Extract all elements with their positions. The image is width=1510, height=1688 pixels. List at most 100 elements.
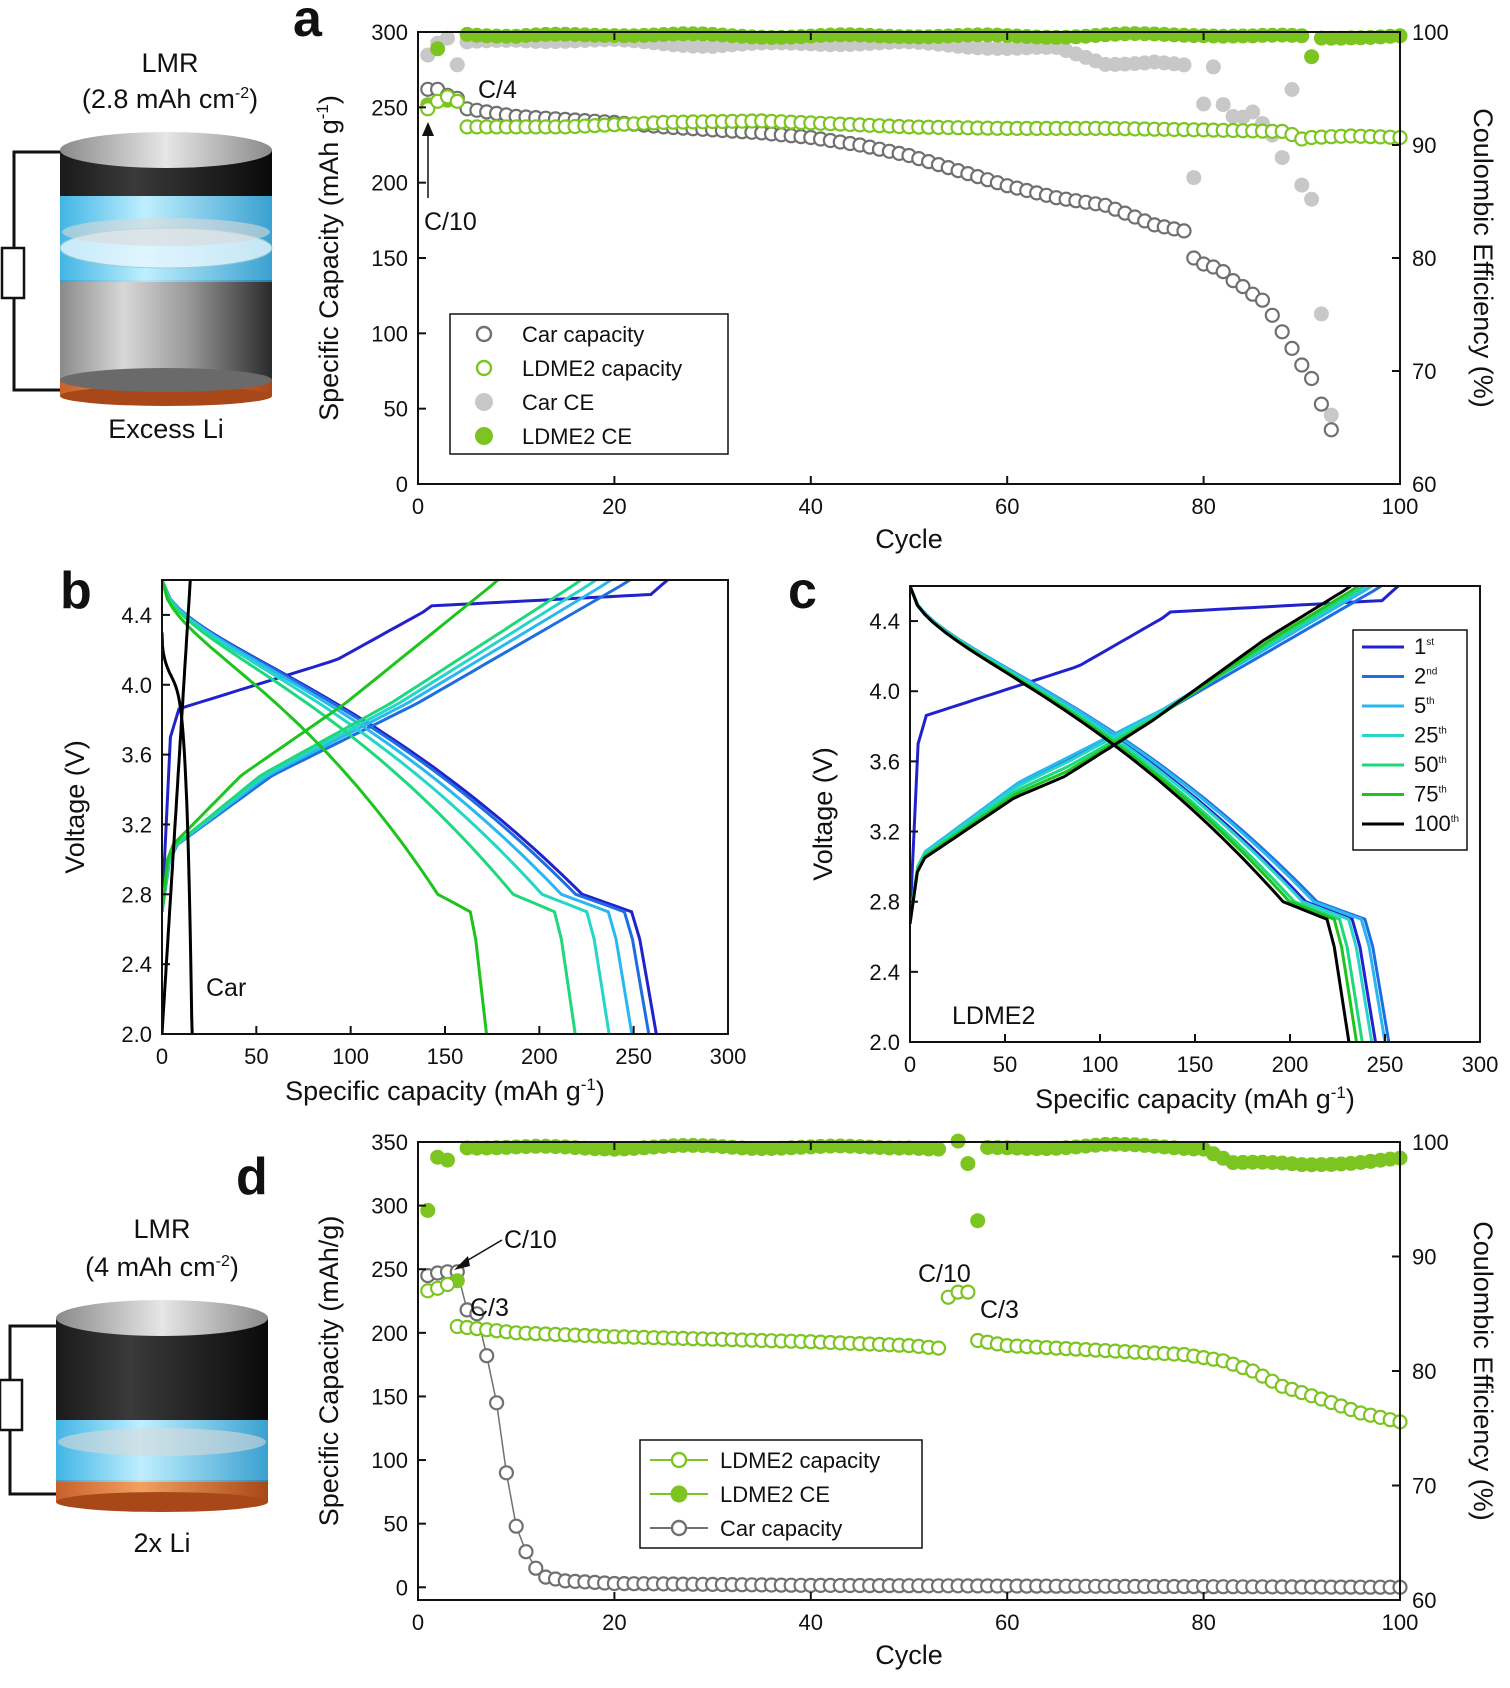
y2-tick-label: 90 [1412, 133, 1436, 158]
y-tick-label: 3.6 [869, 749, 900, 774]
legend-entry: 100th [1414, 811, 1459, 836]
separator-bottom [58, 1428, 266, 1456]
x-axis-label: Cycle [875, 1640, 943, 1670]
charge-curve [162, 580, 631, 913]
y2-tick-label: 70 [1412, 1474, 1436, 1499]
cell-schematic-top: LMR (2.8 mAh cm-2) Excess Li [0, 48, 273, 444]
arrow-head [422, 122, 434, 136]
legend-entry: Car CE [522, 390, 594, 415]
data-point [931, 1141, 946, 1157]
data-point [1235, 279, 1251, 295]
legend-entry: 5th [1414, 693, 1435, 718]
legend-a: Car capacity LDME2 capacity Car CE LDME2 CE [449, 313, 729, 455]
series-car-capacity [420, 1264, 1408, 1595]
data-point [1215, 97, 1231, 113]
chart-a-cycling-excess-li: 0 20 40 60 80 100 0 50 100 150 200 250 300 60 70 80 90 10… [313, 20, 1498, 554]
x-tick-label: 150 [427, 1044, 464, 1069]
y-tick-label: 0 [396, 472, 408, 497]
x-tick-label: 200 [1272, 1052, 1309, 1077]
y-tick-label: 350 [371, 1130, 408, 1155]
legend-entry: LDME2 CE [720, 1482, 830, 1507]
y-axis-label: Voltage (V) [60, 740, 90, 874]
legend-entry: LDME2 capacity [720, 1448, 880, 1473]
chart-b-voltage-profile-car: 0 50 100 150 200 250 300 2.0 2.4 2.8 3.2 3.6 4.0 4.4 S… [60, 579, 747, 1106]
y-tick-label: 3.2 [869, 820, 900, 845]
legend-marker [475, 427, 493, 445]
y-tick-label: 150 [371, 1384, 408, 1409]
data-point [440, 30, 455, 46]
y-tick-label: 3.6 [121, 743, 152, 768]
x-tick-label: 250 [1367, 1052, 1404, 1077]
data-point [1264, 307, 1280, 323]
annotation-c10-second: C/10 [918, 1260, 971, 1288]
legend-box [449, 313, 729, 455]
series-ldme2-ce [420, 1133, 1408, 1289]
legend-marker [475, 393, 493, 411]
data-point [1274, 150, 1290, 166]
charge-curve [910, 586, 1365, 922]
legend-entry: 25th [1414, 723, 1447, 748]
y-tick-label: 100 [371, 1448, 408, 1473]
charge-curve [910, 586, 1352, 925]
y-tick-label: 200 [371, 171, 408, 196]
legend-marker [475, 325, 493, 343]
legend-marker [670, 1519, 688, 1537]
x-tick-label: 20 [602, 1610, 626, 1635]
charge-curve [910, 586, 1400, 920]
y-tick-label: 150 [371, 246, 408, 271]
cell-bottom-loading: (4 mAh cm-2) [85, 1252, 239, 1282]
data-point [1304, 191, 1320, 207]
series-ldme2-capacity [420, 1276, 1408, 1430]
x-tick-label: 100 [1382, 494, 1419, 519]
data-point [1323, 422, 1339, 438]
panel-letter-d: d [236, 1148, 268, 1206]
annotation-c3-first: C/3 [470, 1294, 509, 1322]
y-tick-label: 4.0 [121, 673, 152, 698]
discharge-curve [162, 632, 194, 1034]
data-point [498, 1465, 514, 1481]
x-tick-label: 0 [412, 1610, 424, 1635]
charge-curve [162, 580, 192, 1034]
data-point [1196, 96, 1212, 112]
discharge-curve [162, 580, 488, 1034]
data-point [1313, 396, 1330, 412]
y2-tick-label: 100 [1412, 1130, 1449, 1155]
x-tick-label: 80 [1191, 494, 1215, 519]
series-car-ce [420, 30, 1339, 423]
x-tick-label: 60 [995, 1610, 1019, 1635]
data-point [1176, 223, 1192, 239]
x-tick-label: 200 [521, 1044, 558, 1069]
panel-letter-c: c [788, 562, 817, 620]
plot-area [162, 580, 669, 1034]
legend-entry: 2nd [1414, 664, 1437, 689]
data-point [1294, 28, 1310, 44]
data-point [1176, 57, 1192, 73]
annotation-c10: C/10 [424, 208, 477, 236]
discharge-curve [162, 580, 634, 1034]
y2-tick-label: 60 [1412, 472, 1436, 497]
data-point [930, 1340, 947, 1356]
panel-c-label: LDME2 [952, 1002, 1035, 1030]
data-point [1274, 324, 1290, 340]
discharge-curve [162, 580, 577, 1034]
y-tick-label: 2.4 [869, 960, 900, 985]
series-cycle-25th [162, 580, 611, 1034]
data-point [1313, 306, 1329, 322]
plot-area [420, 1133, 1408, 1595]
cell-top-anode: Excess Li [108, 414, 224, 444]
resistor-top-icon [0, 246, 26, 300]
data-point [1205, 59, 1221, 75]
panel-b-label: Car [206, 974, 246, 1002]
data-point [1254, 292, 1271, 308]
cell-schematic-bottom: LMR (4 mAh cm-2) 2x Li [0, 1214, 268, 1558]
charge-curve [162, 580, 597, 913]
discharge-curve [162, 580, 611, 1034]
legend-d: LDME2 capacity LDME2 CE Car capacity [639, 1439, 923, 1549]
y2-tick-label: 90 [1412, 1245, 1436, 1270]
y-tick-label: 2.8 [121, 882, 152, 907]
y2-tick-label: 80 [1412, 1359, 1436, 1384]
legend-entry: 1st [1414, 634, 1434, 659]
y-tick-label: 2.8 [869, 890, 900, 915]
y2-axis-label: Coulombic Efficiency (%) [1468, 1221, 1498, 1521]
x-tick-label: 300 [710, 1044, 747, 1069]
